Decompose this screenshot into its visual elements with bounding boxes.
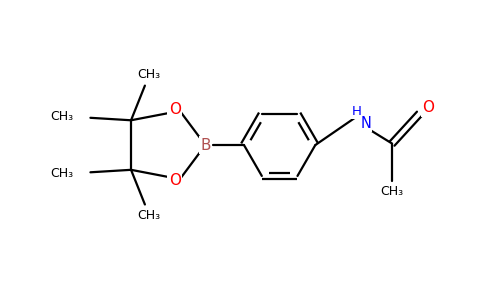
Text: CH₃: CH₃ <box>380 185 404 198</box>
Text: N: N <box>361 116 371 131</box>
Text: O: O <box>422 100 434 116</box>
Text: CH₃: CH₃ <box>50 110 73 123</box>
Text: O: O <box>168 102 181 117</box>
Text: CH₃: CH₃ <box>137 209 160 222</box>
Text: B: B <box>200 137 211 152</box>
Text: CH₃: CH₃ <box>137 68 160 81</box>
Text: H: H <box>351 105 362 119</box>
Text: CH₃: CH₃ <box>50 167 73 180</box>
Text: O: O <box>168 173 181 188</box>
